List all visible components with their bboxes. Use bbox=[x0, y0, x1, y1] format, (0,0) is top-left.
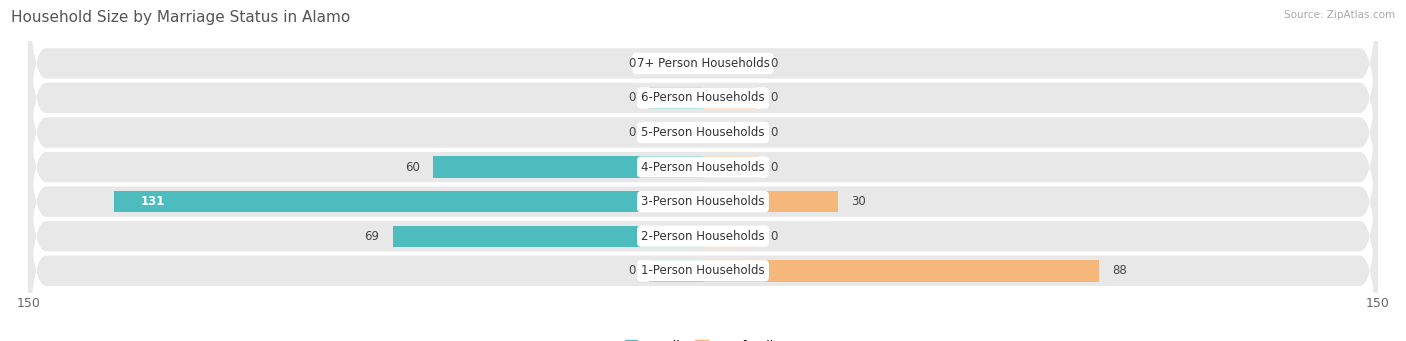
Bar bbox=[703, 53, 756, 74]
Bar bbox=[650, 87, 703, 109]
Bar bbox=[703, 122, 756, 143]
Bar bbox=[703, 260, 1099, 282]
Text: 0: 0 bbox=[770, 230, 778, 243]
Text: 60: 60 bbox=[405, 161, 419, 174]
Bar bbox=[650, 122, 703, 143]
Text: 0: 0 bbox=[770, 161, 778, 174]
FancyBboxPatch shape bbox=[28, 113, 1378, 341]
Bar bbox=[114, 191, 703, 212]
Bar bbox=[433, 157, 703, 178]
Text: 3-Person Households: 3-Person Households bbox=[641, 195, 765, 208]
Text: 2-Person Households: 2-Person Households bbox=[641, 230, 765, 243]
Text: 1-Person Households: 1-Person Households bbox=[641, 264, 765, 277]
Bar bbox=[392, 225, 703, 247]
Text: 88: 88 bbox=[1112, 264, 1128, 277]
Text: 0: 0 bbox=[628, 264, 636, 277]
Text: 0: 0 bbox=[770, 57, 778, 70]
FancyBboxPatch shape bbox=[28, 148, 1378, 341]
Text: 7+ Person Households: 7+ Person Households bbox=[637, 57, 769, 70]
Text: 131: 131 bbox=[141, 195, 165, 208]
Bar bbox=[703, 87, 756, 109]
Text: Source: ZipAtlas.com: Source: ZipAtlas.com bbox=[1284, 10, 1395, 20]
Legend: Family, Nonfamily: Family, Nonfamily bbox=[620, 335, 786, 341]
FancyBboxPatch shape bbox=[28, 0, 1378, 187]
Bar bbox=[703, 225, 756, 247]
FancyBboxPatch shape bbox=[28, 78, 1378, 325]
Bar bbox=[650, 260, 703, 282]
Bar bbox=[703, 157, 756, 178]
Text: 30: 30 bbox=[852, 195, 866, 208]
FancyBboxPatch shape bbox=[28, 0, 1378, 221]
Bar bbox=[703, 191, 838, 212]
Text: 0: 0 bbox=[628, 126, 636, 139]
Text: 69: 69 bbox=[364, 230, 380, 243]
Text: 0: 0 bbox=[628, 57, 636, 70]
Bar bbox=[650, 53, 703, 74]
Text: 6-Person Households: 6-Person Households bbox=[641, 91, 765, 104]
Text: 0: 0 bbox=[628, 91, 636, 104]
Text: 0: 0 bbox=[770, 126, 778, 139]
FancyBboxPatch shape bbox=[28, 44, 1378, 290]
Text: 4-Person Households: 4-Person Households bbox=[641, 161, 765, 174]
FancyBboxPatch shape bbox=[28, 10, 1378, 256]
Text: Household Size by Marriage Status in Alamo: Household Size by Marriage Status in Ala… bbox=[11, 10, 350, 25]
Text: 5-Person Households: 5-Person Households bbox=[641, 126, 765, 139]
Text: 0: 0 bbox=[770, 91, 778, 104]
